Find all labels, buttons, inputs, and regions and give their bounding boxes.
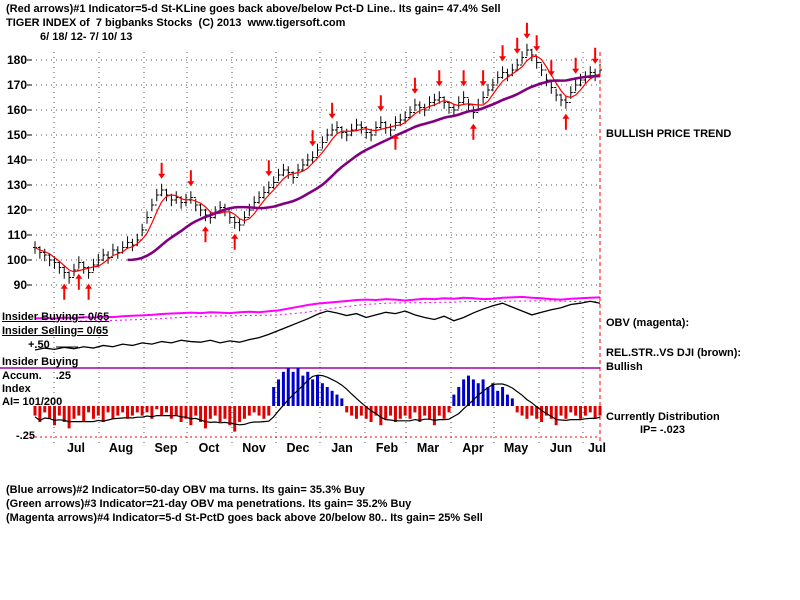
buy-arrows xyxy=(60,113,570,300)
accum-pane-title-3: Index xyxy=(2,383,31,395)
y-axis-tick-label: 120 xyxy=(7,203,27,217)
date-range: 6/ 18/ 12- 7/ 10/ 13 xyxy=(40,31,133,43)
relative-strength-line xyxy=(34,300,601,351)
fast-ma-line xyxy=(34,55,601,273)
obv-ma-dotted-line xyxy=(34,300,601,322)
month-label: Mar xyxy=(417,441,439,455)
y-axis-tick-label: 110 xyxy=(8,228,28,242)
chart-title: TIGER INDEX of 7 bigbanks Stocks (C) 201… xyxy=(6,17,346,29)
insider-selling-label: Insider Selling= 0/65 xyxy=(2,325,109,337)
y-axis-tick-label: 130 xyxy=(7,178,27,192)
slow-ma-line xyxy=(127,74,601,262)
accum-scale-mid: .25 xyxy=(55,370,72,382)
reference-lines xyxy=(0,52,601,444)
insider-buying-label: Insider Buying= 0/65 xyxy=(2,311,110,323)
accum-status: Currently Distribution xyxy=(606,411,720,423)
indicator3-caption: (Green arrows)#3 Indicator=21-day OBV ma… xyxy=(6,498,412,510)
indicator4-caption: (Magenta arrows)#4 Indicator=5-d St-PctD… xyxy=(6,512,483,524)
price-bars xyxy=(33,43,602,284)
month-label: Sep xyxy=(155,441,178,455)
x-axis-month-labels: Jul Aug Sep Oct Nov Dec Jan Feb Mar Apr May Jun Jul xyxy=(67,441,606,455)
month-label: Oct xyxy=(199,441,221,455)
price-trend-label: BULLISH PRICE TREND xyxy=(606,128,732,140)
month-label: Jan xyxy=(331,441,353,455)
grid: 90 100 110 120 130 140 150 160 170 180 xyxy=(7,52,600,444)
indicator1-caption: (Red arrows)#1 Indicator=5-d St-KLine go… xyxy=(6,3,501,15)
obv-label: OBV (magenta): xyxy=(606,317,690,329)
sell-arrows xyxy=(158,22,599,187)
relstr-status: Bullish xyxy=(606,361,643,373)
month-label: Feb xyxy=(376,441,399,455)
accum-pane-title-1: Insider Buying xyxy=(2,356,79,368)
ip-value: IP= -.023 xyxy=(640,424,685,436)
ai-value: AI= 101/200 xyxy=(2,396,63,408)
indicator2-caption: (Blue arrows)#2 Indicator=50-day OBV ma … xyxy=(6,484,365,496)
y-axis-tick-label: 100 xyxy=(7,253,27,267)
y-axis-tick-label: 170 xyxy=(7,78,27,92)
accum-histogram xyxy=(33,368,602,432)
accum-scale-top: +.50 xyxy=(28,339,50,351)
y-axis-tick-label: 150 xyxy=(7,128,27,142)
month-label: Jul xyxy=(588,441,606,455)
accum-word: Accum. xyxy=(2,370,42,382)
obv-line xyxy=(34,295,601,320)
accum-scale-bottom: -.25 xyxy=(16,430,35,442)
accum-pane-title-2: Accum. .25 xyxy=(2,370,71,382)
y-axis-tick-label: 90 xyxy=(14,278,28,292)
month-label: Aug xyxy=(109,441,133,455)
month-label: Nov xyxy=(242,441,266,455)
month-label: Apr xyxy=(462,441,484,455)
month-label: May xyxy=(504,441,528,455)
y-axis-tick-label: 140 xyxy=(7,153,27,167)
month-label: Dec xyxy=(287,441,310,455)
y-axis-tick-label: 160 xyxy=(7,103,27,117)
relstr-label: REL.STR..VS DJI (brown): xyxy=(606,347,742,359)
accum-smooth-line xyxy=(34,374,601,426)
month-label: Jul xyxy=(67,441,85,455)
month-label: Jun xyxy=(550,441,572,455)
y-axis-tick-label: 180 xyxy=(7,53,27,67)
